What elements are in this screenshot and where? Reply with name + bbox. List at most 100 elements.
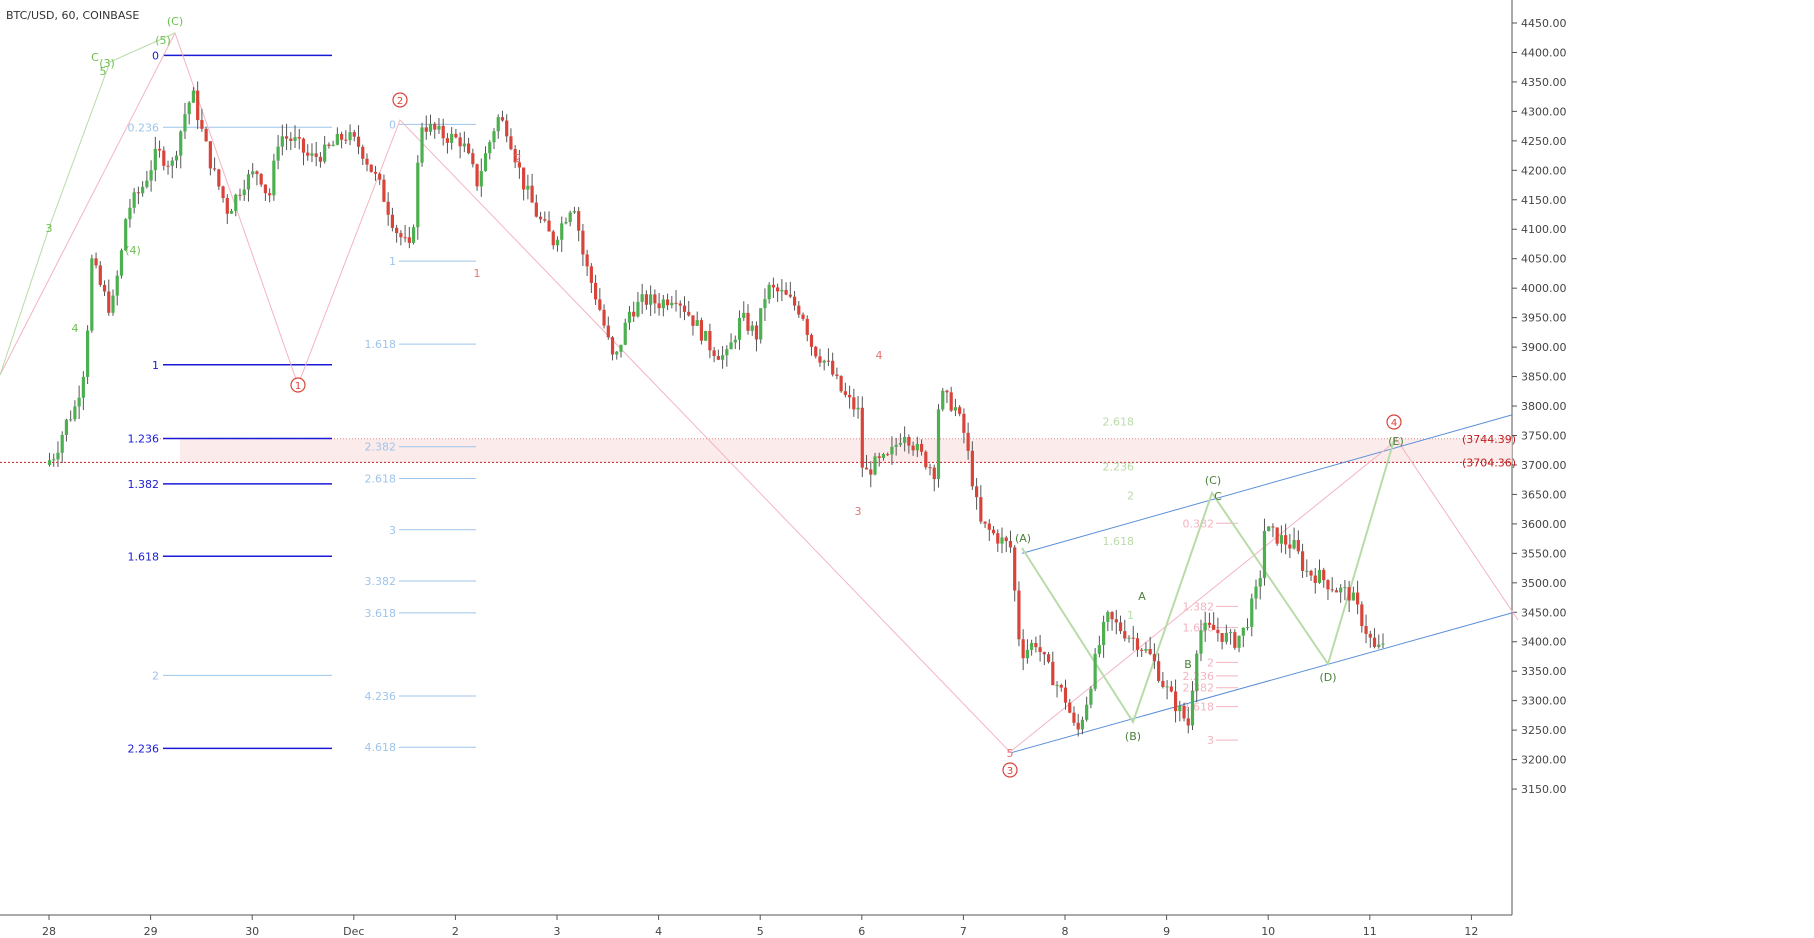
candle-down [403, 237, 407, 239]
candle-down [674, 302, 678, 304]
fib-level-label: 1 [1127, 609, 1134, 622]
candle-down [1157, 661, 1161, 681]
candle-down [644, 294, 648, 305]
candle-down [585, 254, 589, 267]
y-tick-label: 3550.00 [1521, 547, 1567, 560]
wave-label: (E) [1388, 435, 1404, 448]
candle-up [953, 407, 958, 411]
candle-down [1372, 637, 1377, 647]
fib-retracement-left: 0 0.236 1 1.236 1.382 1.618 2 2.236 [128, 49, 332, 755]
candle-up [479, 171, 483, 187]
candle-down [500, 117, 505, 121]
candle-down [196, 90, 200, 121]
candle-up [280, 136, 284, 147]
candle-down [509, 136, 513, 150]
wave-labels-red: 1 2 4 3 5 [474, 152, 1014, 760]
candle-down [1216, 629, 1220, 634]
channel-lower-line [1011, 612, 1513, 754]
candle-down [632, 311, 636, 317]
candle-down [395, 227, 399, 234]
candle-up [191, 90, 196, 103]
candle-up [420, 127, 424, 163]
target-zone-fill [180, 438, 1512, 463]
candle-up [881, 454, 886, 458]
candle-down [1072, 712, 1076, 723]
candle-down [1364, 626, 1368, 634]
candle-up [742, 312, 746, 318]
candle-up [1258, 578, 1262, 587]
candle-down [318, 156, 323, 162]
candle-up [1089, 688, 1093, 705]
candle-down [340, 134, 344, 140]
candle-down [221, 186, 225, 199]
candle-up [729, 342, 733, 350]
y-tick-label: 4250.00 [1521, 135, 1567, 148]
candle-up [124, 219, 128, 251]
candle-down [958, 407, 962, 414]
candle-down [602, 309, 606, 326]
candle-down [1046, 654, 1051, 662]
candle-up [416, 162, 420, 228]
candle-down [1131, 637, 1135, 639]
wave-labels-green: (C)(5)C (3)53(4)4(A)(B)(C)(D)(E)ABC [46, 15, 1404, 743]
candle-up [251, 171, 255, 175]
candle-up [111, 295, 115, 313]
candle-down [255, 171, 259, 174]
candle-down [776, 287, 780, 292]
candle-down [1123, 631, 1127, 639]
x-tick-label: 9 [1163, 925, 1170, 938]
candle-down [289, 138, 293, 141]
candle-down [835, 374, 839, 377]
candle-up [1080, 719, 1085, 730]
candle-up [81, 376, 85, 398]
candle-down [1169, 686, 1173, 692]
candle-up [627, 311, 632, 323]
candle-down [522, 167, 526, 190]
candle-down [458, 137, 462, 147]
candle-up [141, 186, 145, 194]
y-tick-label: 3250.00 [1521, 724, 1567, 737]
candle-up [1199, 630, 1203, 654]
candle-up [348, 132, 352, 141]
candle-up [1339, 587, 1343, 593]
candle-up [73, 406, 77, 420]
candle-up [894, 444, 898, 447]
fib-level-label: 2 [152, 669, 159, 682]
fib-extension-mid: 0 1 1.618 2.382 2.618 3 3.382 3.618 4.236 4.618 [365, 118, 476, 754]
candle-down [657, 303, 661, 309]
candle-down [852, 397, 856, 410]
candle-down [467, 143, 471, 154]
candle-up [1229, 632, 1233, 634]
y-tick-label: 3350.00 [1521, 665, 1567, 678]
candle-up [242, 189, 246, 196]
y-tick-label: 4450.00 [1521, 17, 1567, 30]
wave-label: 4 [72, 322, 79, 335]
candle-up [704, 331, 708, 341]
candle-down [1013, 547, 1017, 591]
candle-down [98, 265, 102, 285]
x-tick-label: 29 [144, 925, 158, 938]
candle-down [983, 521, 987, 524]
y-tick-label: 3450.00 [1521, 606, 1567, 619]
candle-up [90, 258, 94, 331]
wave-label: (4) [125, 244, 141, 257]
candle-down [653, 294, 657, 304]
candle-up [1317, 569, 1322, 584]
candle-up [52, 459, 56, 461]
candle-down [1322, 569, 1326, 581]
candle-down [268, 193, 272, 196]
candle-up [936, 409, 941, 480]
y-tick-label: 3950.00 [1521, 312, 1567, 325]
candle-up [572, 211, 577, 213]
candle-down [945, 390, 949, 393]
wave-label: (3) [99, 57, 115, 70]
fib-level-label: 4.236 [365, 690, 397, 703]
x-tick-label: 10 [1261, 925, 1275, 938]
candle-down [877, 456, 881, 458]
candle-down [581, 230, 585, 255]
candle-up [941, 390, 945, 410]
elliott-wave-path-impulse [0, 32, 176, 376]
y-tick-label: 3400.00 [1521, 636, 1567, 649]
candle-up [179, 131, 183, 156]
